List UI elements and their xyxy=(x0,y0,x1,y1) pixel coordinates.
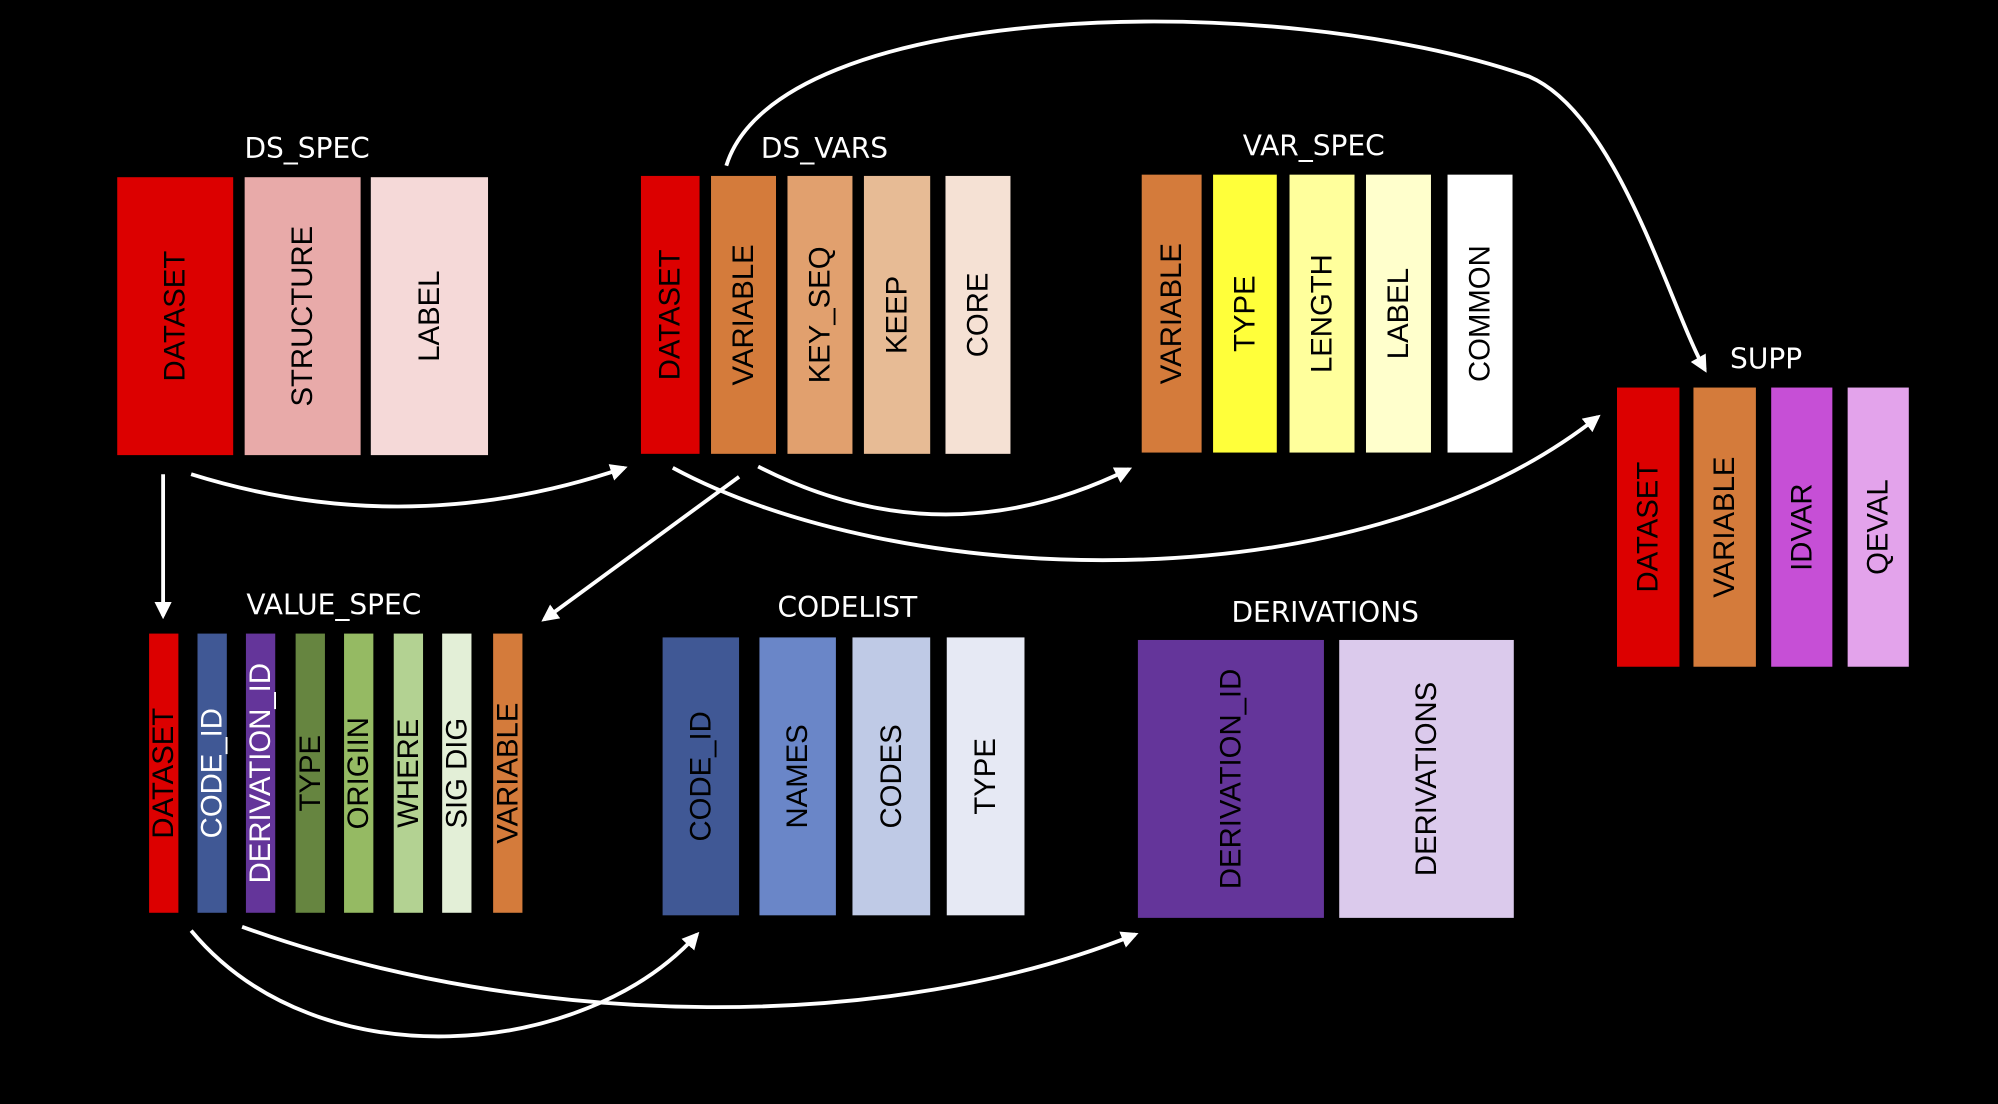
table-value-spec: VALUE_SPEC DATASET CODE_ID DERIVATION_ID TYP… xyxy=(147,588,524,913)
column-label: STRUCTURE xyxy=(286,226,319,407)
column-box xyxy=(759,637,836,916)
column-label: TYPE xyxy=(294,735,327,812)
column-box xyxy=(1847,387,1909,667)
column-label: SIG DIG xyxy=(440,718,473,829)
table-supp: SUPP DATASET VARIABLE IDVAR QEVAL xyxy=(1617,342,1909,667)
column-label: CODE_ID xyxy=(196,708,229,838)
arrow-ds-vars-to-value-spec xyxy=(541,475,741,622)
arrow-ds-spec-to-ds-vars xyxy=(190,464,628,509)
column-label: NAMES xyxy=(781,724,814,828)
column-box xyxy=(442,633,472,913)
column-label: DATASET xyxy=(159,251,192,382)
arrow-value-spec-to-codelist xyxy=(189,929,700,1039)
column-box xyxy=(149,633,179,913)
column-label: IDVAR xyxy=(1785,483,1818,570)
column-box xyxy=(245,633,276,913)
column-label: VARIABLE xyxy=(727,244,760,385)
table-codelist: CODELIST CODE_ID NAMES CODES TYPE xyxy=(662,591,1025,916)
column-label: TYPE xyxy=(969,738,1002,815)
column-label: KEY_SEQ xyxy=(803,246,836,383)
table-title: VALUE_SPEC xyxy=(246,588,421,621)
column-label: LENGTH xyxy=(1306,254,1339,373)
column-label: KEEP xyxy=(881,276,914,354)
column-box xyxy=(393,633,424,913)
column-box xyxy=(1137,639,1324,918)
column-box xyxy=(1617,387,1680,667)
column-box xyxy=(295,633,325,913)
column-box xyxy=(863,175,931,454)
table-title: SUPP xyxy=(1730,342,1802,375)
column-label: QEVAL xyxy=(1862,479,1895,575)
column-box xyxy=(1289,174,1355,453)
table-ds-spec: DS_SPEC DATASET STRUCTURE LABEL xyxy=(117,132,489,456)
column-label: DERIVATION_ID xyxy=(1214,669,1247,889)
column-box xyxy=(1693,387,1756,667)
column-box xyxy=(1141,174,1202,453)
table-ds-vars: DS_VARS DATASET VARIABLE KEY_SEQ KEEP CORE xyxy=(640,132,1011,454)
column-box xyxy=(1771,387,1833,667)
column-box xyxy=(662,637,740,916)
column-box xyxy=(946,637,1025,916)
column-box xyxy=(787,175,853,454)
arrow-ds-vars-to-supp xyxy=(671,414,1601,563)
column-box xyxy=(344,633,374,913)
column-label: DERIVATION_ID xyxy=(244,663,277,883)
column-box xyxy=(640,175,700,454)
table-title: DS_VARS xyxy=(761,132,888,165)
column-label: CODE_ID xyxy=(684,711,717,841)
column-box xyxy=(711,175,777,454)
table-title: DS_SPEC xyxy=(244,132,369,165)
arrow-ds-vars-to-supp-top xyxy=(724,19,1707,373)
table-var-spec: VAR_SPEC VARIABLE TYPE LENGTH LABEL COMMON xyxy=(1141,130,1513,453)
column-label: DATASET xyxy=(654,249,687,380)
table-title: DERIVATIONS xyxy=(1231,596,1418,629)
column-label: WHERE xyxy=(392,719,425,828)
column-label: LABEL xyxy=(413,271,446,362)
column-label: VARIABLE xyxy=(1708,457,1741,598)
column-label: CORE xyxy=(961,273,994,358)
column-box xyxy=(1339,639,1514,918)
column-label: ORIGIIN xyxy=(342,717,375,829)
column-label: DERIVATIONS xyxy=(1410,682,1443,876)
column-label: TYPE xyxy=(1228,275,1261,352)
arrow-ds-vars-to-var-spec xyxy=(757,464,1133,517)
column-box xyxy=(1213,174,1277,453)
column-box xyxy=(493,633,523,913)
column-box xyxy=(1365,174,1431,453)
column-label: CODES xyxy=(875,724,908,828)
column-box xyxy=(197,633,227,913)
column-box xyxy=(244,177,361,456)
arrow-value-spec-to-derivations xyxy=(241,925,1139,1010)
column-label: COMMON xyxy=(1464,245,1497,382)
column-box xyxy=(852,637,931,916)
column-label: DATASET xyxy=(1632,462,1665,593)
table-title: CODELIST xyxy=(778,591,919,624)
column-box xyxy=(945,175,1011,454)
column-label: VARIABLE xyxy=(1155,243,1188,384)
column-box xyxy=(1447,174,1513,453)
column-box xyxy=(117,177,234,456)
column-box xyxy=(370,177,489,456)
table-title: VAR_SPEC xyxy=(1243,130,1385,163)
table-derivations: DERIVATIONS DERIVATION_ID DERIVATIONS xyxy=(1137,596,1514,918)
column-label: VARIABLE xyxy=(491,703,524,844)
column-label: DATASET xyxy=(147,708,180,839)
column-label: LABEL xyxy=(1382,268,1415,359)
